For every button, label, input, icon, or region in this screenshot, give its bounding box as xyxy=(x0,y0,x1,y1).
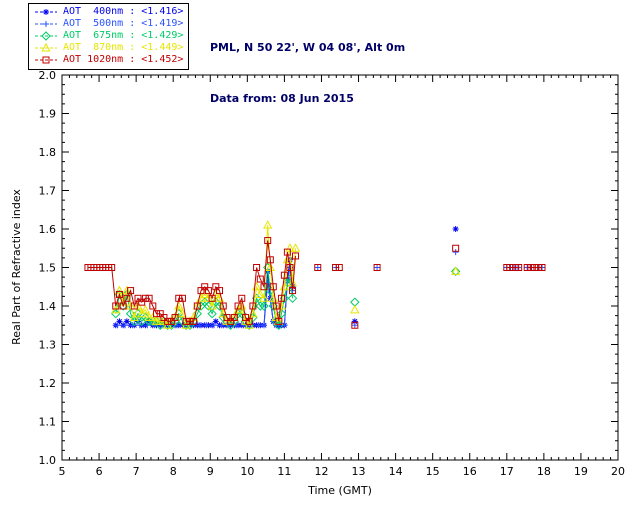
svg-text:13: 13 xyxy=(352,465,366,478)
legend-label-400nm: AOT 400nm : <1.416> xyxy=(63,6,184,17)
svg-text:15: 15 xyxy=(426,465,440,478)
legend-label-870nm: AOT 870nm : <1.449> xyxy=(63,42,184,53)
legend-label-1020nm: AOT 1020nm : <1.452> xyxy=(63,54,184,65)
svg-text:1.6: 1.6 xyxy=(39,223,57,236)
legend-marker-870nm-icon xyxy=(35,43,57,52)
svg-text:1.2: 1.2 xyxy=(39,377,57,390)
legend-item-1020nm: AOT 1020nm : <1.452> xyxy=(33,54,183,66)
svg-text:14: 14 xyxy=(389,465,403,478)
svg-text:20: 20 xyxy=(611,465,625,478)
legend-item-675nm: AOT 675nm : <1.429> xyxy=(33,30,183,42)
svg-text:1.8: 1.8 xyxy=(39,146,57,159)
svg-text:10: 10 xyxy=(240,465,254,478)
station-header: PML, N 50 22', W 04 08', Alt 0m Data fro… xyxy=(210,5,405,124)
svg-text:1.4: 1.4 xyxy=(39,300,57,313)
legend: AOT 400nm : <1.416> AOT 500nm : <1.419> … xyxy=(28,3,190,70)
chart-plot-area: 5 6 7 8 9 10 11 12 13 14 15 16 17 18 19 20 1.0 1.1 1.2 1.3 1… xyxy=(39,69,626,478)
svg-text:1.5: 1.5 xyxy=(39,262,57,275)
legend-label-675nm: AOT 675nm : <1.429> xyxy=(63,30,184,41)
legend-marker-675nm-icon xyxy=(35,31,57,41)
x-axis-title: Time (GMT) xyxy=(307,484,372,497)
svg-text:5: 5 xyxy=(59,465,66,478)
svg-text:17: 17 xyxy=(500,465,514,478)
svg-text:1.3: 1.3 xyxy=(39,339,57,352)
svg-text:1.0: 1.0 xyxy=(39,454,57,467)
svg-text:18: 18 xyxy=(537,465,551,478)
svg-text:16: 16 xyxy=(463,465,477,478)
svg-text:19: 19 xyxy=(574,465,588,478)
legend-marker-400nm-icon xyxy=(35,9,57,15)
legend-label-500nm: AOT 500nm : <1.419> xyxy=(63,18,184,29)
svg-text:2.0: 2.0 xyxy=(39,69,57,82)
station-location: PML, N 50 22', W 04 08', Alt 0m xyxy=(210,41,406,54)
legend-marker-500nm-icon xyxy=(35,21,57,27)
data-from-line: Data from: 08 Jun 2015 xyxy=(210,92,354,105)
svg-text:12: 12 xyxy=(314,465,328,478)
legend-item-870nm: AOT 870nm : <1.449> xyxy=(33,42,183,54)
legend-item-500nm: AOT 500nm : <1.419> xyxy=(33,18,183,30)
svg-text:7: 7 xyxy=(133,465,140,478)
legend-item-400nm: AOT 400nm : <1.416> xyxy=(33,6,183,18)
svg-text:6: 6 xyxy=(96,465,103,478)
svg-text:1.9: 1.9 xyxy=(39,108,57,121)
y-axis-title: Real Part of Refractive index xyxy=(10,189,23,345)
svg-text:11: 11 xyxy=(277,465,291,478)
svg-text:9: 9 xyxy=(207,465,214,478)
svg-text:1.1: 1.1 xyxy=(39,416,57,429)
legend-marker-1020nm-icon xyxy=(35,56,57,64)
svg-text:8: 8 xyxy=(170,465,177,478)
svg-text:1.7: 1.7 xyxy=(39,185,57,198)
